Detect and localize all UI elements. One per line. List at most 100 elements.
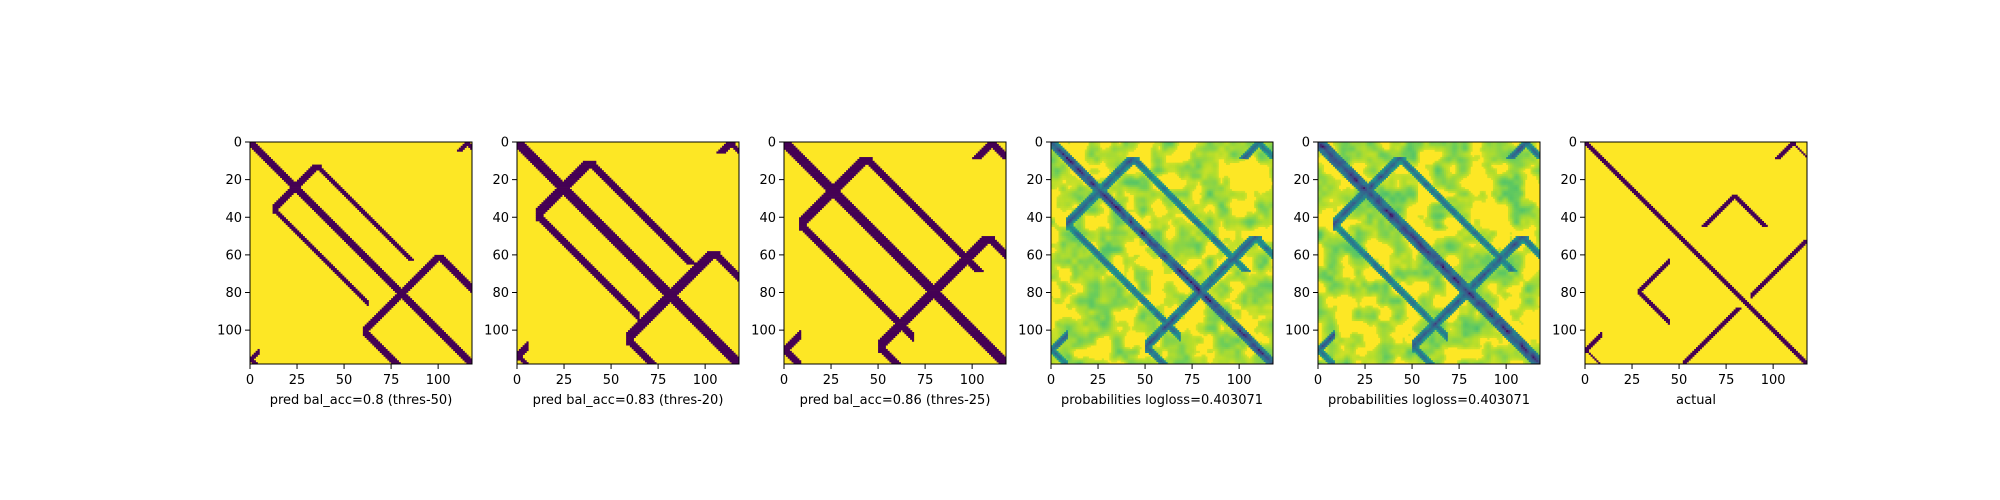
heatmap-cell-run (1069, 192, 1072, 195)
heatmap-cell-run (1241, 219, 1244, 222)
heatmap-cell-run (1090, 179, 1093, 182)
heatmap-cell-run (1256, 219, 1259, 222)
heatmap-cell-run (1265, 209, 1268, 212)
heatmap-cell-run (1098, 194, 1101, 197)
heatmap-cell-run (1263, 217, 1266, 220)
heatmap-cell-run (1056, 177, 1059, 180)
heatmap-cell-run (374, 315, 384, 318)
heatmap-cell-run (1137, 192, 1140, 195)
heatmap-cell-run (955, 251, 965, 254)
heatmap-cell-run (1205, 142, 1208, 145)
heatmap-cell-run (799, 162, 813, 165)
heatmap-cell-run (336, 273, 343, 276)
heatmap-cell-run (1239, 222, 1242, 226)
heatmap-cell-run (1160, 155, 1163, 158)
heatmap-cell-run (1163, 189, 1167, 192)
heatmap-cell-run (1209, 164, 1212, 167)
heatmap-cell-run (1124, 202, 1127, 205)
heatmap-cell-run (686, 316, 700, 320)
heatmap-cell-run (609, 290, 619, 293)
heatmap-cell-run (1269, 145, 1272, 148)
heatmap-cell-run (1220, 213, 1223, 216)
heatmap-cell-run (547, 196, 561, 199)
heatmap-cell-run (1118, 183, 1121, 186)
heatmap-cell-run (466, 286, 473, 290)
heatmap-cell-run (1188, 215, 1191, 218)
heatmap-cell-run (1259, 158, 1263, 162)
heatmap-cell-run (1139, 189, 1142, 192)
heatmap-cell-run (1186, 187, 1189, 190)
heatmap-cell-run (879, 243, 894, 246)
heatmap-cell-run (643, 315, 657, 318)
heatmap-cell-run (1071, 162, 1074, 165)
heatmap-cell-run (1146, 209, 1150, 212)
heatmap-cell-run (1252, 228, 1255, 231)
heatmap-cell-run (1111, 149, 1114, 152)
heatmap-cell-run (1124, 198, 1127, 201)
heatmap-cell-run (1180, 192, 1183, 195)
heatmap-cell-run (866, 294, 877, 297)
heatmap-cell-run (1169, 168, 1174, 171)
heatmap-cell-run (1066, 190, 1069, 194)
heatmap-cell-run (1148, 181, 1152, 184)
heatmap-cell-run (1073, 198, 1076, 201)
heatmap-cell-run (1193, 173, 1197, 177)
heatmap-cell-run (1201, 153, 1204, 156)
heatmap-cell-run (417, 271, 428, 274)
heatmap-cell-run (1246, 143, 1249, 147)
heatmap-cell-run (1098, 207, 1101, 211)
heatmap-cell-run (1216, 187, 1219, 190)
heatmap-cell-run (1261, 155, 1264, 158)
heatmap-cell-run (1118, 181, 1121, 184)
heatmap-cell-run (1169, 153, 1172, 156)
heatmap-cell-run (1114, 147, 1118, 150)
heatmap-cell-run (1060, 198, 1063, 201)
heatmap-cell-run (1058, 143, 1061, 147)
heatmap-cell-run (1186, 222, 1189, 226)
heatmap-cell-run (1081, 166, 1084, 169)
heatmap-cell-run (1158, 166, 1161, 169)
heatmap-cell-run (1199, 205, 1202, 209)
heatmap-cell-run (1073, 166, 1076, 169)
heatmap-cell-run (1182, 205, 1185, 209)
heatmap-cell-run (1218, 219, 1221, 222)
heatmap-cell-run (1162, 153, 1165, 156)
heatmap-cell-run (799, 217, 813, 220)
heatmap-cell-run (1216, 145, 1219, 148)
heatmap-cell-run (1186, 202, 1189, 205)
heatmap-cell-run (733, 275, 740, 278)
heatmap-cell-run (1056, 175, 1059, 179)
heatmap-cell-run (1195, 172, 1199, 175)
heatmap-cell-run (720, 350, 734, 354)
heatmap-cell-run (737, 151, 740, 154)
heatmap-cell-run (1173, 168, 1176, 171)
heatmap-cell-run (1188, 172, 1191, 175)
heatmap-cell-run (1139, 172, 1142, 175)
heatmap-cell-run (1054, 175, 1057, 179)
heatmap-cell-run (1086, 147, 1089, 150)
heatmap-cell-run (1169, 149, 1172, 152)
heatmap-cell-run (1107, 215, 1110, 218)
heatmap-cell-run (1173, 200, 1176, 203)
heatmap-cell-run (1094, 196, 1097, 199)
heatmap-cell-run (1150, 153, 1153, 156)
heatmap-cell-run (1173, 162, 1176, 165)
heatmap-cell-run (1096, 204, 1099, 207)
heatmap-cell-run (1190, 151, 1193, 154)
heatmap-cell-run (1269, 190, 1272, 194)
heatmap-cell-run (1259, 224, 1263, 227)
heatmap-cell-run (1139, 198, 1142, 201)
heatmap-cell-run (1199, 145, 1202, 148)
heatmap-cell-run (1156, 196, 1159, 199)
heatmap-cell-run (1225, 222, 1229, 226)
heatmap-cell-run (1066, 153, 1069, 156)
heatmap-cell-run (1158, 142, 1161, 145)
heatmap-cell-run (693, 264, 708, 267)
heatmap-cell-run (804, 211, 819, 214)
heatmap-cell-run (1143, 164, 1146, 167)
heatmap-cell-run (639, 269, 653, 273)
heatmap-cell-run (1146, 228, 1150, 231)
heatmap-cell-run (1177, 173, 1180, 177)
heatmap-cell-run (1203, 151, 1206, 154)
heatmap-cell-run (1071, 221, 1074, 224)
